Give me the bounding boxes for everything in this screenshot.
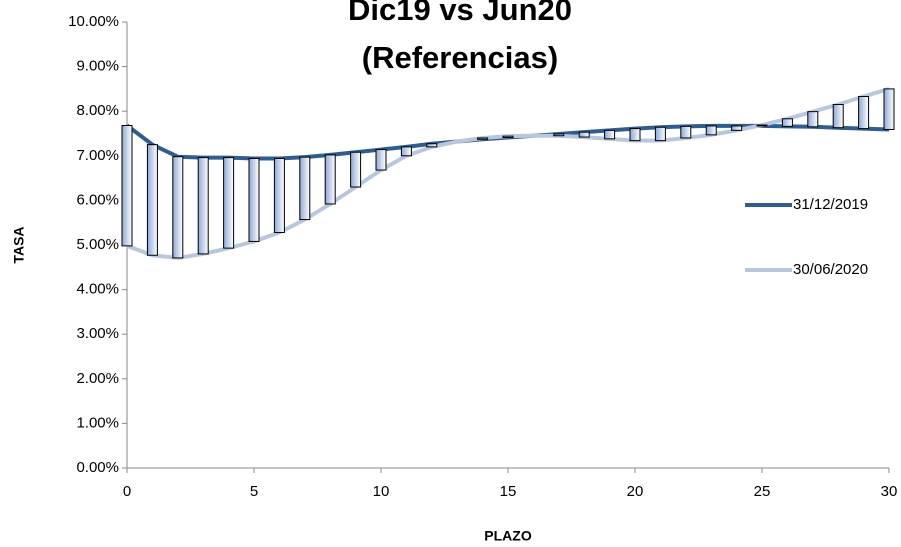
up-down-bar bbox=[629, 128, 641, 142]
y-tick-label: 1.00% bbox=[76, 414, 119, 431]
up-down-bar bbox=[146, 144, 158, 256]
up-down-bar bbox=[807, 111, 819, 128]
y-tick-label: 7.00% bbox=[76, 147, 119, 164]
up-down-bar bbox=[350, 151, 362, 188]
y-tick-label: 2.00% bbox=[76, 370, 119, 387]
y-tick-label: 0.00% bbox=[76, 459, 119, 476]
x-tick-label: 10 bbox=[373, 483, 390, 500]
series-line bbox=[126, 86, 890, 260]
up-down-bar bbox=[756, 124, 768, 127]
x-tick-label: 15 bbox=[500, 483, 517, 500]
up-down-bar bbox=[858, 95, 870, 130]
up-down-bar bbox=[121, 124, 133, 247]
series-line bbox=[125, 123, 890, 161]
up-down-bar bbox=[375, 149, 387, 171]
up-down-bar bbox=[553, 133, 565, 137]
up-down-bar bbox=[604, 129, 616, 140]
x-tick-label: 5 bbox=[250, 483, 258, 500]
up-down-bar bbox=[223, 157, 235, 249]
up-down-bar bbox=[426, 143, 438, 148]
y-tick-label: 10.00% bbox=[68, 13, 119, 30]
x-tick-label: 30 bbox=[881, 483, 898, 500]
y-tick-label: 9.00% bbox=[76, 58, 119, 75]
legend-label: 31/12/2019 bbox=[793, 196, 868, 213]
y-tick-label: 5.00% bbox=[76, 236, 119, 253]
up-down-bar bbox=[832, 104, 844, 129]
up-down-bar bbox=[654, 126, 666, 142]
chart-title: Dic19 vs Jun20 bbox=[348, 0, 572, 27]
up-down-bar bbox=[883, 88, 895, 130]
chart-subtitle: (Referencias) bbox=[362, 40, 558, 75]
up-down-bar bbox=[324, 154, 336, 205]
legend-label: 30/06/2020 bbox=[793, 261, 868, 278]
up-down-bar bbox=[197, 157, 209, 255]
up-down-bar bbox=[705, 125, 717, 136]
y-tick-label: 4.00% bbox=[76, 281, 119, 298]
up-down-bar bbox=[731, 125, 743, 131]
up-down-bar bbox=[273, 157, 285, 234]
y-tick-label: 3.00% bbox=[76, 325, 119, 342]
x-tick-label: 25 bbox=[754, 483, 771, 500]
up-down-bar bbox=[400, 146, 412, 157]
up-down-bar bbox=[680, 125, 692, 139]
y-tick-label: 6.00% bbox=[76, 191, 119, 208]
y-tick-label: 8.00% bbox=[76, 102, 119, 119]
x-tick-label: 20 bbox=[627, 483, 644, 500]
x-axis-title: PLAZO bbox=[484, 528, 532, 544]
up-down-bar bbox=[781, 118, 793, 127]
up-down-bar bbox=[172, 156, 184, 259]
up-down-bar bbox=[502, 135, 514, 139]
x-tick-label: 0 bbox=[123, 483, 131, 500]
up-down-bar bbox=[299, 156, 311, 221]
up-down-bar bbox=[477, 137, 489, 140]
up-down-bar bbox=[248, 157, 260, 242]
up-down-bar bbox=[578, 131, 590, 138]
y-axis-title: TASA bbox=[11, 226, 27, 263]
